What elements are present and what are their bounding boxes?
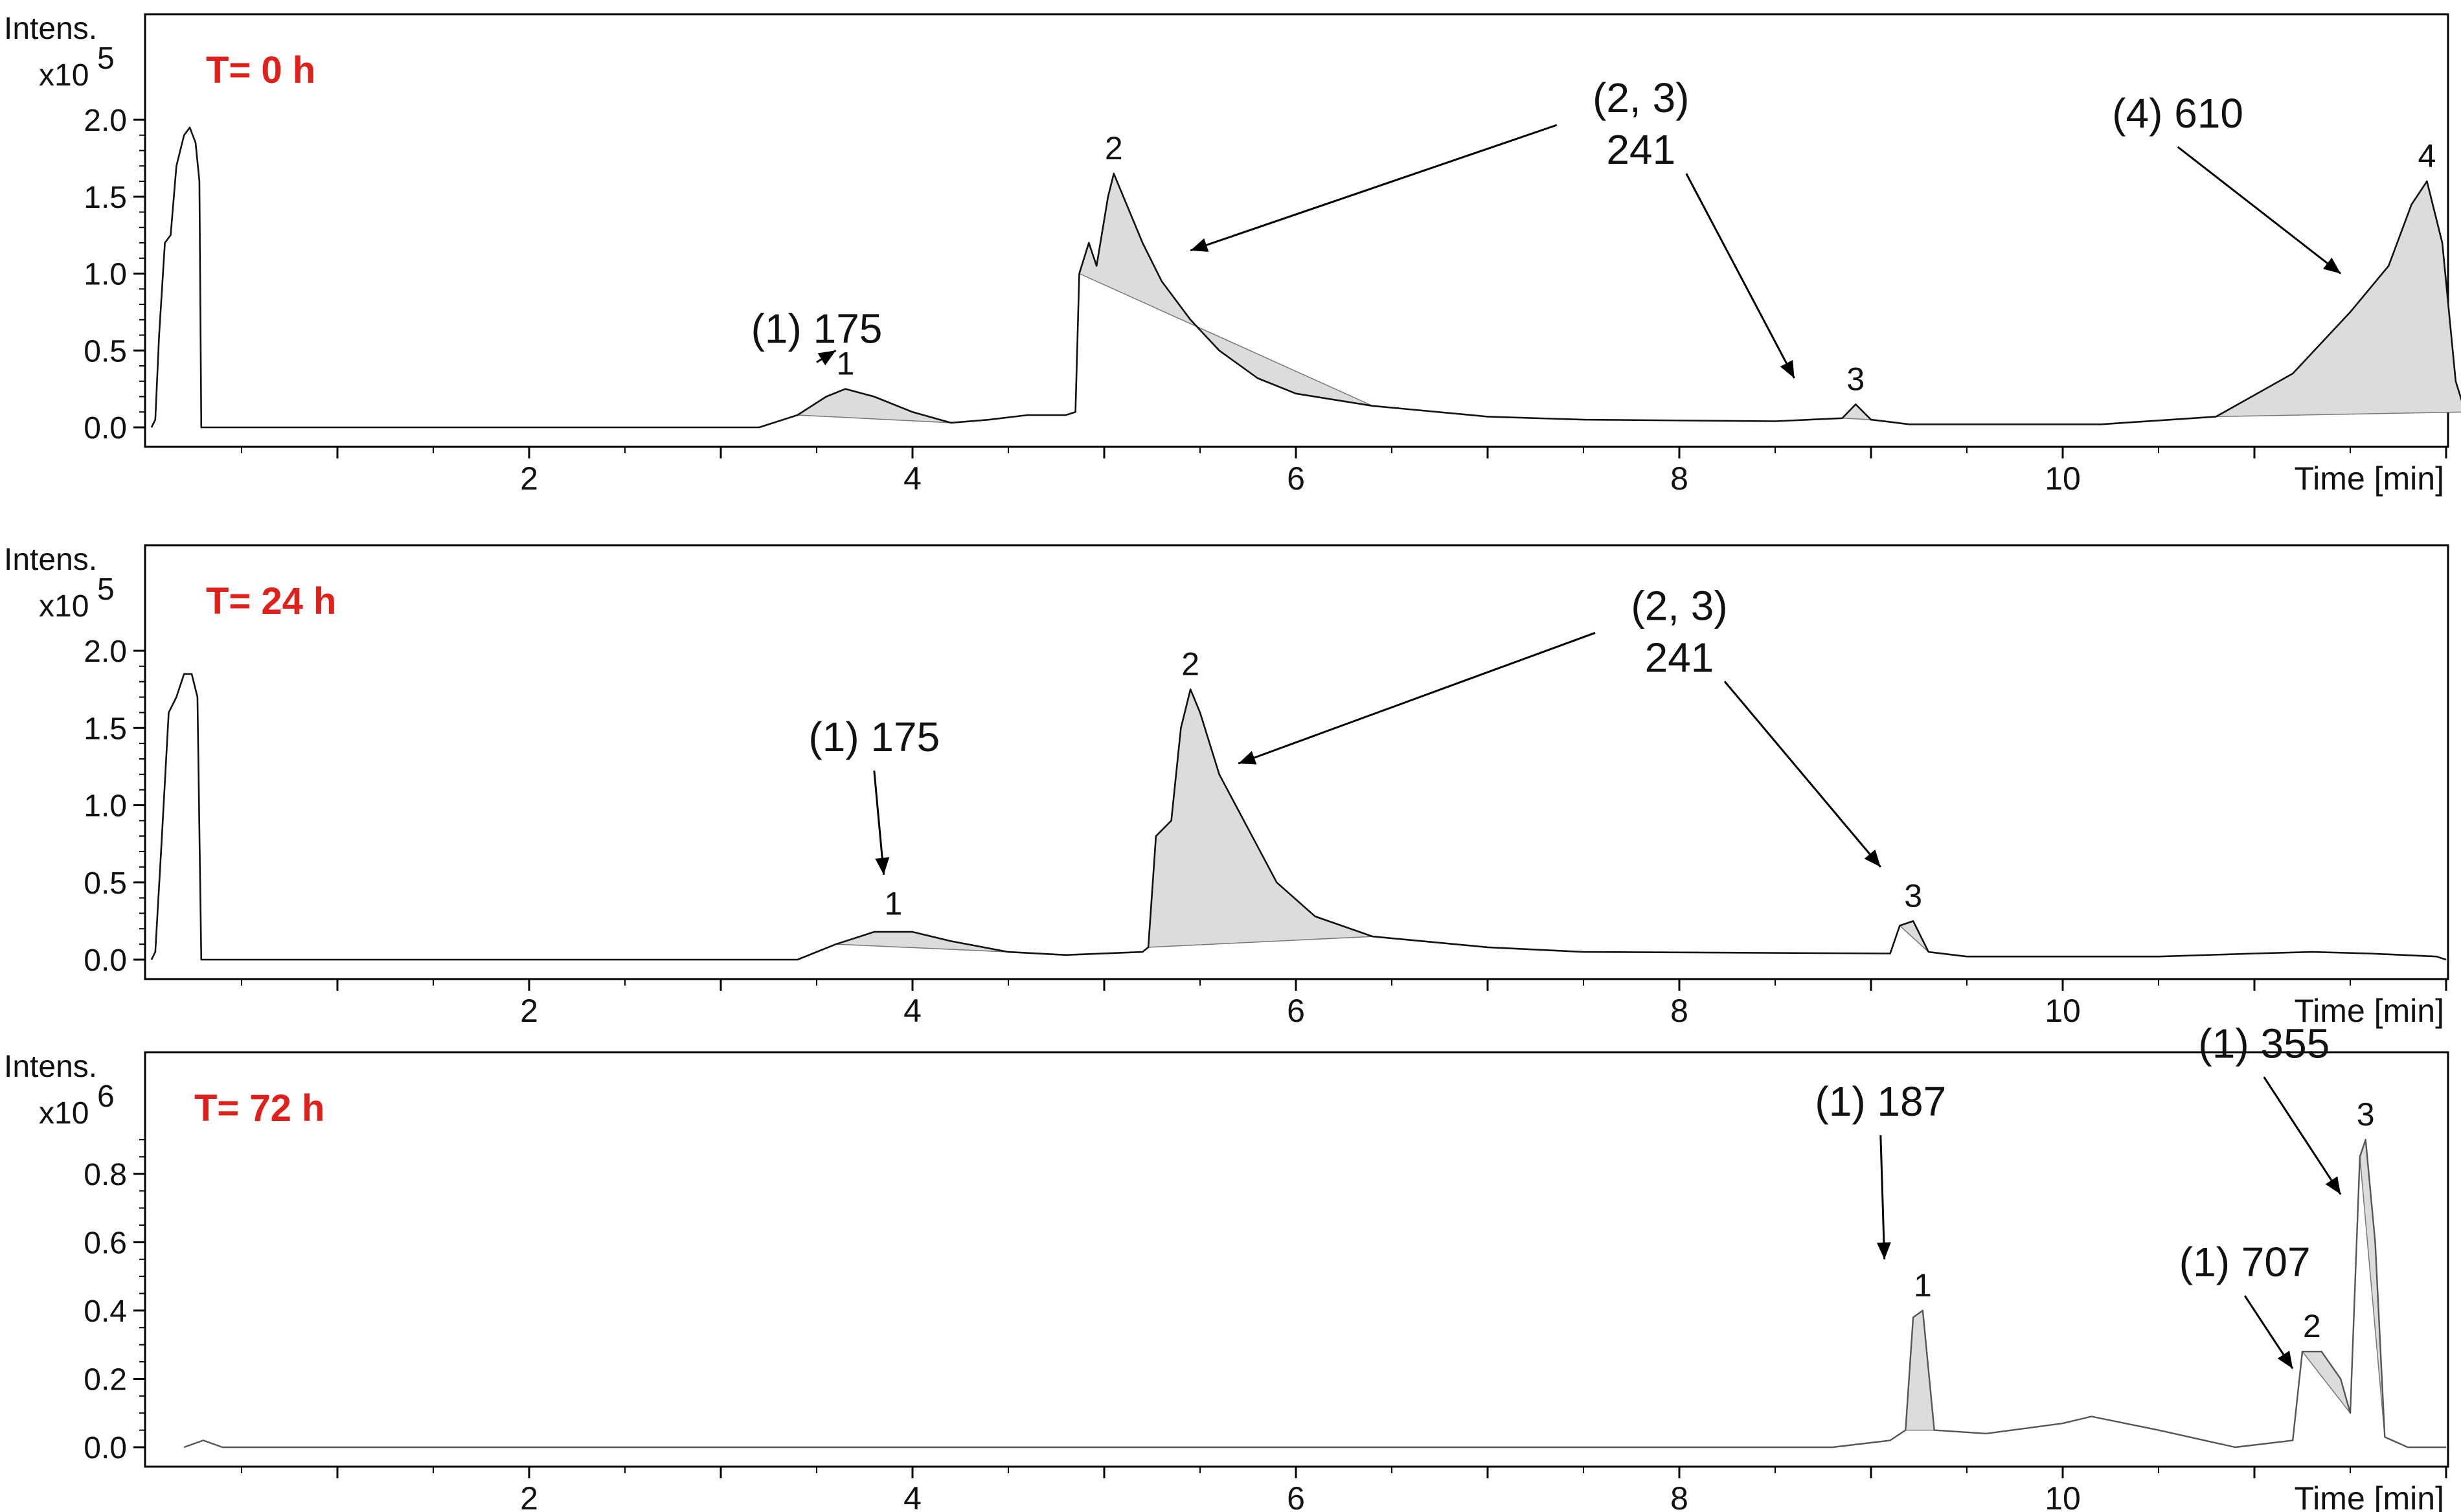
x-tick-label: 2 [520,993,538,1029]
x-axis-label: Time [min] [2295,993,2445,1029]
x-tick-label: 2 [520,460,538,497]
x-tick-label: 6 [1287,993,1305,1029]
y-tick-label: 0.0 [84,943,127,978]
annotation-arrowhead [2277,1350,2293,1369]
peak-area [1078,172,1373,407]
annotation-arrow [1238,631,1596,765]
chart-panel-2: 2 4 6 8 10 Time [min] 0.0 0.5 1.0 1.5 2.0 Intens. x1… [4,543,2449,1029]
chart-panel-3: 2 4 6 8 10 Time [min] 0.0 0.2 0.4 0.6 0.8 Intens. x1… [4,1020,2449,1512]
annotation-arrowhead [1238,750,1257,765]
y-tick-label: 0.8 [84,1158,127,1192]
y-tick-label: 2.0 [84,104,127,138]
annotation-text: (1) 175 [808,714,940,760]
peak-label: 4 [2418,138,2436,174]
x-tick-label: 4 [903,1480,922,1512]
x-tick-label: 6 [1287,460,1305,497]
y-tick-label: 0.2 [84,1362,127,1397]
peak-label: 1 [884,885,902,921]
annotation-arrow [1190,124,1558,252]
annotation-text: (1) 355 [2198,1020,2330,1066]
peak-label: 3 [1846,361,1865,397]
y-axis-scale: x10 [39,589,89,624]
y-axis-label: Intens. [4,1050,97,1084]
y-tick-label: 1.0 [84,258,127,292]
chart-panel-1: 2 4 6 8 10 Time [min] 0.0 0.5 1.0 1.5 2.0 Intens. x1… [4,12,2461,497]
annotation-text: (1) 175 [751,305,883,352]
y-tick-label: 0.0 [84,411,127,446]
annotation-arrowhead [2322,257,2341,274]
y-axis-label: Intens. [4,12,97,46]
peak-label: 1 [1914,1267,1932,1303]
chromatogram-trace [150,126,2461,429]
y-tick-label: 1.5 [84,181,127,215]
y-axis-exponent: 5 [97,572,115,607]
x-tick-label: 2 [520,1480,538,1512]
annotation-text: (2, 3) [1593,74,1689,121]
annotation-arrowhead [1876,1242,1891,1259]
annotation-arrow [873,770,885,875]
peak-label: 2 [2303,1308,2321,1344]
condition-label: T= 72 h [194,1087,324,1129]
peak-label: 3 [1904,877,1922,914]
annotation-arrowhead [1780,359,1795,378]
x-tick-label: 8 [1670,993,1688,1029]
chromatogram-trace [183,1138,2446,1449]
chromatogram-trace [150,673,2447,961]
peak-area [1148,688,1373,948]
x-tick-label: 6 [1287,1480,1305,1512]
annotation-text: 241 [1645,634,1714,681]
x-tick-label: 4 [903,460,922,497]
y-tick-label: 1.5 [84,712,127,746]
peak-area [2359,1139,2386,1438]
annotation-arrowhead [875,857,890,875]
peak-area [1898,920,1929,953]
condition-label: T= 24 h [206,580,336,622]
plot-frame [144,1051,2449,1468]
x-tick-label: 8 [1670,1480,1688,1512]
peak-area [1841,403,1872,420]
y-tick-label: 2.0 [84,635,127,669]
y-tick-label: 0.5 [84,866,127,901]
x-tick-label: 8 [1670,460,1688,497]
annotation-arrowhead [817,350,836,366]
peak-area [2301,1351,2351,1414]
annotation-text: (1) 707 [2179,1239,2311,1285]
annotation-arrow [1879,1135,1886,1259]
annotation-arrowhead [1864,849,1881,867]
peak-area [796,388,951,423]
y-tick-label: 0.0 [84,1431,127,1465]
y-axis-scale: x10 [39,58,89,93]
y-tick-label: 0.6 [84,1226,127,1260]
annotation-arrow [2263,1076,2342,1195]
y-axis-label: Intens. [4,543,97,577]
condition-label: T= 0 h [206,49,315,91]
annotation-text: (2, 3) [1631,582,1727,629]
x-axis-label: Time [min] [2295,1480,2445,1512]
y-tick-label: 0.4 [84,1294,127,1329]
peak-area [2216,180,2461,418]
annotation-arrow [2177,146,2342,275]
y-axis-exponent: 6 [97,1079,115,1114]
y-axis-scale: x10 [39,1096,89,1131]
y-axis-exponent: 5 [97,41,115,76]
peak-label: 2 [1105,130,1123,166]
annotation-text: 241 [1606,126,1675,173]
peak-label: 2 [1181,646,1199,683]
annotation-arrowhead [2325,1176,2341,1195]
peak-label: 1 [836,346,854,382]
annotation-arrow [1685,173,1795,379]
annotation-arrow [1723,681,1881,868]
annotation-text: (4) 610 [2112,90,2243,137]
x-tick-label: 10 [2045,1480,2081,1512]
x-tick-label: 10 [2045,460,2081,497]
annotation-text: (1) 187 [1815,1078,1946,1125]
y-tick-label: 1.0 [84,789,127,824]
x-tick-label: 10 [2045,993,2081,1029]
x-tick-label: 4 [903,993,922,1029]
annotation-arrowhead [1190,238,1209,252]
peak-label: 3 [2357,1096,2375,1133]
y-tick-label: 0.5 [84,334,127,368]
x-axis-label: Time [min] [2295,460,2445,497]
